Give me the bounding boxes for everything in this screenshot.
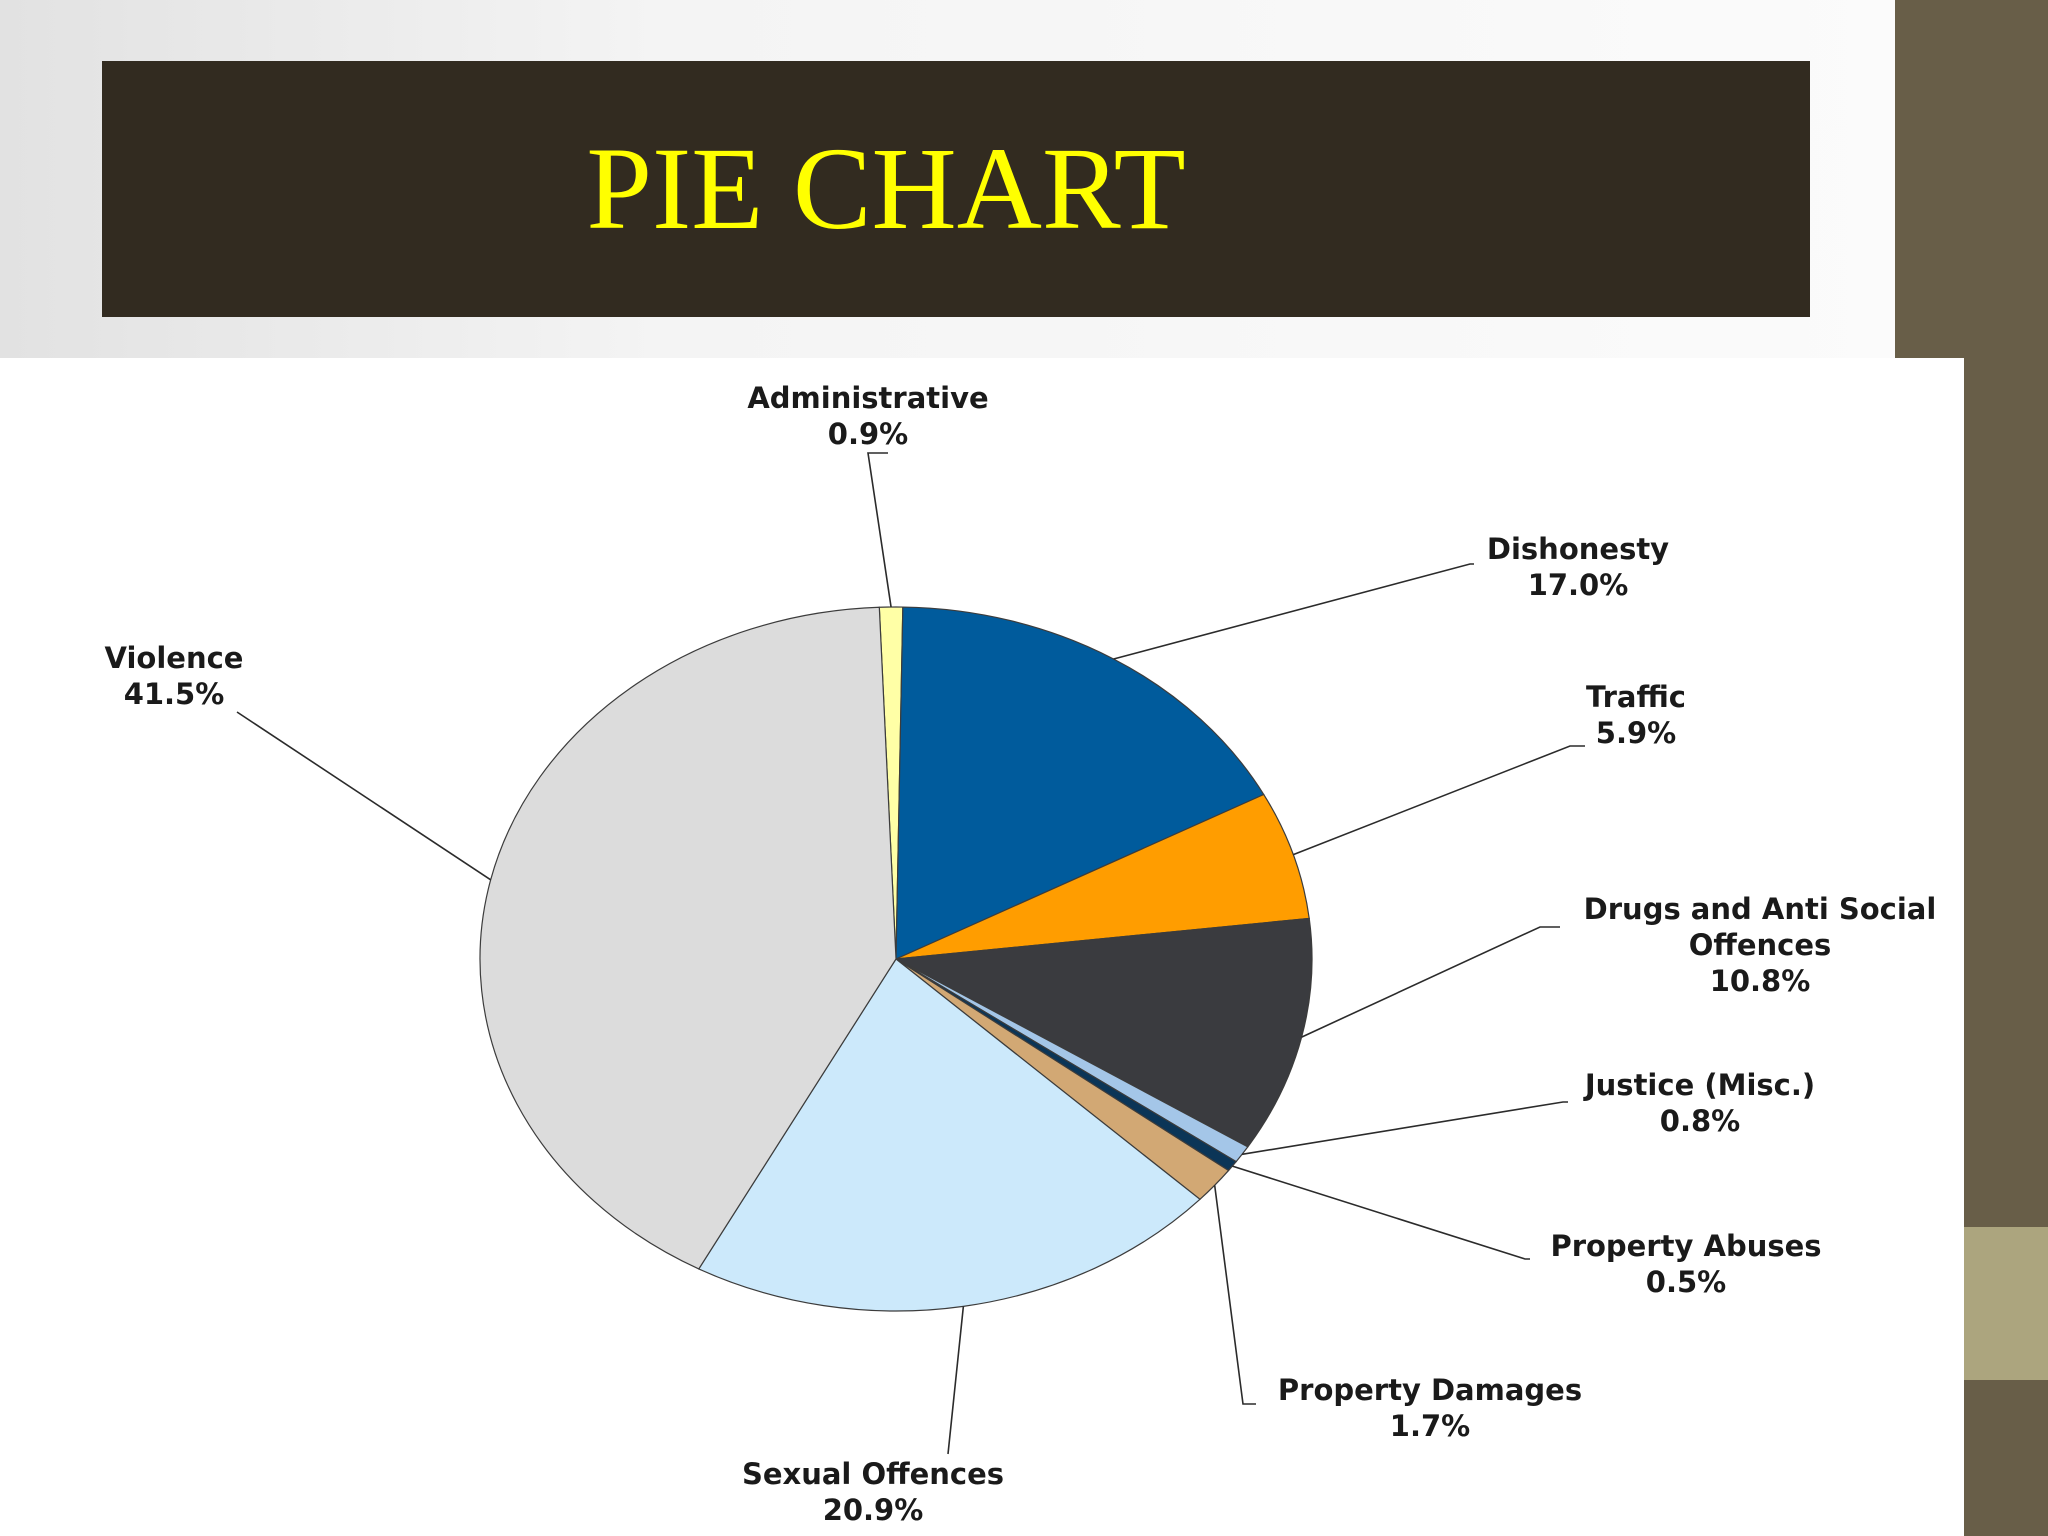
slice-value-label: 41.5% bbox=[124, 677, 225, 711]
slide-side-accent bbox=[1964, 1227, 2048, 1380]
slice-name-label: Administrative bbox=[747, 381, 988, 415]
slice-label: Justice (Misc.) 0.8% bbox=[1583, 1068, 1815, 1138]
chart-panel: Administrative 0.9% Dishonesty 17.0% Traffic… bbox=[0, 358, 1964, 1536]
slice-name-label: Justice (Misc.) bbox=[1583, 1068, 1815, 1102]
slice-label: Drugs and Anti Social Offences 10.8% bbox=[1584, 892, 1937, 998]
pie-slice-violence bbox=[479, 606, 897, 1270]
leader-line bbox=[1113, 563, 1474, 660]
slice-name-label: Drugs and Anti Social bbox=[1584, 892, 1937, 926]
slice-label: Dishonesty 17.0% bbox=[1487, 532, 1669, 602]
slice-name-label: Traffic bbox=[1586, 680, 1686, 714]
slice-value-label: 10.8% bbox=[1710, 964, 1811, 998]
pie-slice-dishonesty bbox=[895, 606, 1265, 960]
slice-label: Property Abuses 0.5% bbox=[1550, 1229, 1821, 1299]
leader-line bbox=[1232, 1165, 1530, 1260]
slice-name-label: Dishonesty bbox=[1487, 532, 1669, 566]
leader-line bbox=[1301, 926, 1560, 1038]
leader-line bbox=[867, 452, 892, 608]
slice-name-label: Property Damages bbox=[1278, 1373, 1582, 1407]
slice-name-label: Sexual Offences bbox=[742, 1457, 1004, 1491]
slice-value-label: 1.7% bbox=[1390, 1409, 1470, 1443]
slice-value-label: 17.0% bbox=[1528, 568, 1629, 602]
leader-lines bbox=[236, 452, 1585, 1455]
leader-line bbox=[1241, 1101, 1568, 1156]
slice-value-label: 5.9% bbox=[1596, 716, 1676, 750]
slice-labels: Administrative 0.9% Dishonesty 17.0% Traffic… bbox=[105, 381, 1937, 1527]
pie-slice-sexual-offences bbox=[697, 958, 1201, 1312]
slice-label: Sexual Offences 20.9% bbox=[742, 1457, 1004, 1527]
leader-line bbox=[1293, 745, 1585, 856]
pie-slice-drugs-and-anti-social-offences bbox=[893, 917, 1313, 1148]
pie-chart: Administrative 0.9% Dishonesty 17.0% Traffic… bbox=[105, 381, 1937, 1527]
leader-line bbox=[1213, 1185, 1256, 1405]
slice-label: Property Damages 1.7% bbox=[1278, 1373, 1582, 1443]
slice-name-label: Violence bbox=[105, 641, 244, 675]
slice-label: Administrative 0.9% bbox=[747, 381, 988, 451]
slice-value-label: 0.5% bbox=[1646, 1265, 1726, 1299]
slice-value-label: 20.9% bbox=[823, 1493, 924, 1527]
slice-label: Violence 41.5% bbox=[105, 641, 244, 711]
slice-name-label: Offences bbox=[1689, 928, 1832, 962]
leader-line bbox=[947, 1306, 965, 1455]
title-banner: PIE CHART bbox=[102, 61, 1810, 317]
leader-line bbox=[236, 711, 492, 881]
slice-name-label: Property Abuses bbox=[1550, 1229, 1821, 1263]
pie-slices bbox=[479, 606, 1313, 1312]
slice-value-label: 0.8% bbox=[1660, 1104, 1740, 1138]
slice-value-label: 0.9% bbox=[828, 417, 908, 451]
slide-title: PIE CHART bbox=[586, 123, 1186, 254]
slice-label: Traffic 5.9% bbox=[1586, 680, 1686, 750]
